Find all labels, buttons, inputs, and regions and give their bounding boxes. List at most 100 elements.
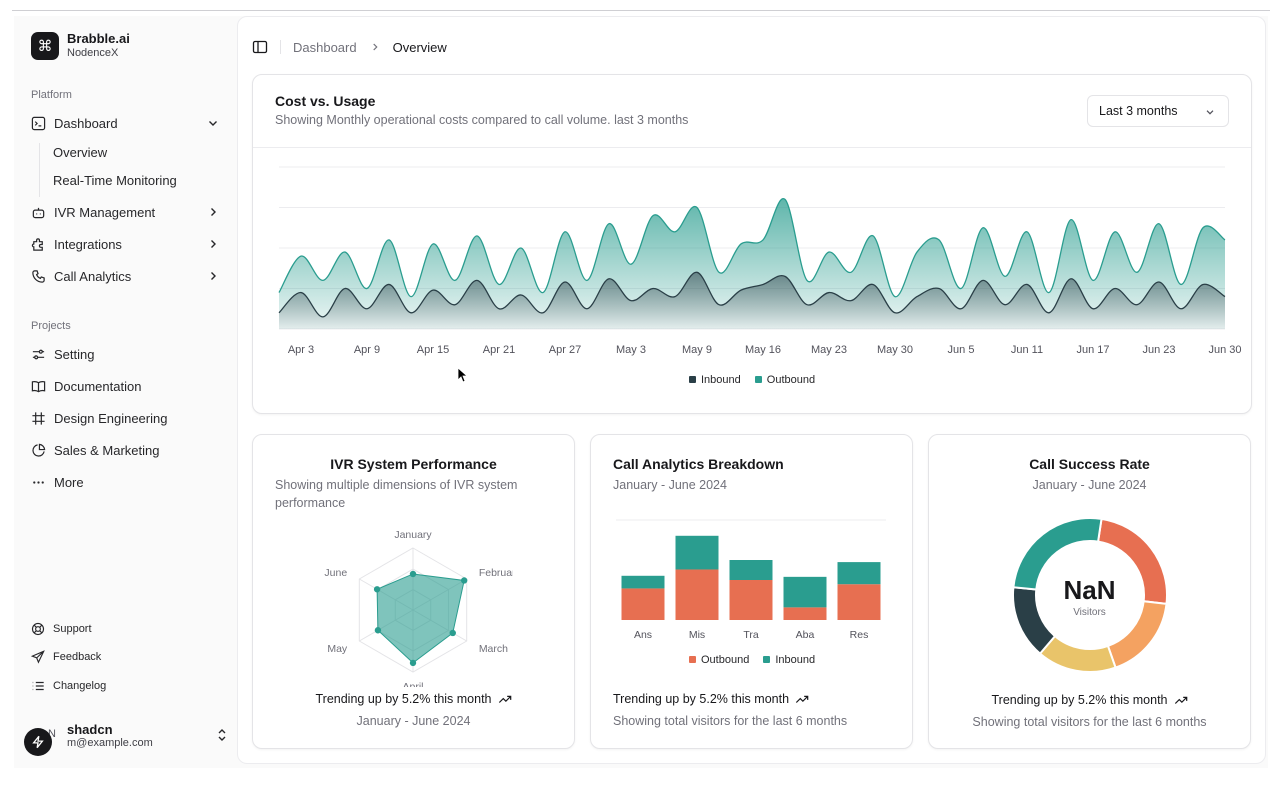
- chevron-right-icon: [211, 240, 216, 248]
- sidebar-item-ivr[interactable]: IVR Management: [26, 198, 226, 226]
- life-buoy-icon: [31, 622, 45, 636]
- command-icon: ⌘: [31, 31, 59, 60]
- bar-inbound: [783, 576, 827, 608]
- x-tick-label: Tra: [743, 629, 759, 641]
- area-legend: Inbound Outbound: [689, 374, 815, 386]
- user-name: shadcn: [67, 722, 113, 737]
- card-title: Cost vs. Usage: [275, 93, 376, 109]
- send-icon: [31, 650, 45, 664]
- radar-point: [374, 627, 382, 634]
- breadcrumb-current: Overview: [392, 39, 447, 55]
- phone-icon: [32, 269, 45, 283]
- sidebar-item-label: Call Analytics: [54, 268, 132, 284]
- brand-org: NodenceX: [67, 47, 119, 59]
- card-footer: January - June 2024: [356, 714, 471, 728]
- list-icon: [32, 681, 44, 691]
- chevron-down-icon: [1206, 110, 1214, 115]
- zap-icon: [32, 735, 44, 749]
- legend-inbound: Inbound: [689, 374, 741, 386]
- submenu-line: [39, 143, 40, 197]
- x-tick-label: Aba: [796, 629, 815, 641]
- x-tick-label: Jun 17: [1076, 344, 1109, 356]
- call-success-card: Call Success Rate January - June 2024 Na…: [928, 434, 1251, 749]
- sidebar-item-label: Integrations: [54, 236, 122, 252]
- breadcrumb-parent[interactable]: Dashboard: [293, 39, 357, 55]
- sidebar-item-feedback[interactable]: Feedback: [26, 645, 101, 669]
- sidebar-item-changelog[interactable]: Changelog: [26, 674, 106, 698]
- radar-point: [373, 586, 381, 593]
- radar-label: May: [327, 643, 348, 655]
- sidebar-item-label: Feedback: [53, 651, 102, 663]
- more-horizontal-icon: [33, 480, 44, 484]
- sidebar-item-call-analytics[interactable]: Call Analytics: [26, 262, 226, 290]
- sidebar-item-label: Changelog: [53, 680, 107, 692]
- app-frame: ⌘ Brabble.ai NodenceX Platform Dashboard…: [14, 16, 1268, 768]
- puzzle-icon: [31, 237, 43, 251]
- sidebar-item-setting[interactable]: Setting: [26, 340, 226, 368]
- sidebar-subitem-overview[interactable]: Overview: [53, 145, 108, 160]
- x-tick-label: May 23: [811, 344, 847, 356]
- ivr-performance-card: IVR System Performance Showing multiple …: [252, 434, 575, 749]
- quick-action-button[interactable]: [24, 728, 52, 756]
- card-title: Call Analytics Breakdown: [613, 456, 784, 472]
- series-line-outbound: [278, 198, 1226, 298]
- user-email: m@example.com: [67, 737, 153, 749]
- card-subtitle: January - June 2024: [613, 478, 727, 492]
- sidebar-item-design-engineering[interactable]: Design Engineering: [26, 404, 226, 432]
- sidebar-item-label: More: [54, 474, 84, 490]
- chevron-right-icon: [211, 272, 216, 280]
- sidebar-item-dashboard[interactable]: Dashboard: [26, 109, 226, 137]
- x-tick-label: May 30: [877, 344, 913, 356]
- card-footer: Showing total visitors for the last 6 mo…: [972, 715, 1207, 729]
- team-switcher[interactable]: ⌘ Brabble.ai NodenceX: [31, 31, 130, 60]
- area-chart: Apr 3 Apr 9 Apr 15 Apr 21 Apr 27 May 3 May 9 Ma…: [278, 166, 1242, 356]
- sidebar-toggle-icon[interactable]: [252, 39, 268, 55]
- card-divider: [253, 147, 1251, 148]
- bar-inbound: [621, 575, 665, 589]
- sidebar-item-more[interactable]: More: [26, 468, 226, 496]
- avatar-fallback: N: [48, 728, 56, 740]
- trend-label: Trending up by 5.2% this month: [991, 693, 1168, 707]
- bar-outbound: [621, 588, 665, 620]
- card-subtitle: January - June 2024: [1032, 478, 1147, 492]
- sidebar-item-label: Support: [53, 623, 92, 635]
- bot-icon: [32, 207, 45, 218]
- chevron-right-icon: [372, 43, 378, 51]
- radar-chart: January February March April May June: [324, 529, 513, 687]
- sidebar: ⌘ Brabble.ai NodenceX Platform Dashboard…: [14, 16, 236, 768]
- sidebar-item-integrations[interactable]: Integrations: [26, 230, 226, 258]
- sidebar-item-support[interactable]: Support: [26, 617, 92, 641]
- donut-slice: [1012, 517, 1103, 591]
- window-top-border: [12, 10, 1270, 11]
- trend-text: Trending up by 5.2% this month: [929, 693, 1250, 707]
- time-range-select[interactable]: Last 3 months: [1087, 95, 1229, 127]
- radar-label: March: [479, 643, 508, 655]
- sidebar-item-label: Setting: [54, 346, 95, 362]
- x-tick-label: Jun 30: [1208, 344, 1241, 356]
- sidebar-item-sales-marketing[interactable]: Sales & Marketing: [26, 436, 226, 464]
- pie-chart-icon: [32, 443, 46, 457]
- chevrons-up-down-icon: [218, 729, 226, 741]
- x-tick-label: Jun 5: [948, 344, 975, 356]
- x-tick-label: Jun 23: [1142, 344, 1175, 356]
- projects-group-label: Projects: [31, 320, 71, 332]
- header-separator: [280, 40, 281, 54]
- x-tick-label: Apr 9: [354, 344, 380, 356]
- stacked-bar-chart: Ans Mis Tra Aba Res: [616, 519, 886, 641]
- legend-inbound: Inbound: [763, 654, 815, 666]
- sidebar-item-label: Documentation: [54, 378, 142, 394]
- frame-icon: [32, 411, 45, 425]
- sidebar-item-documentation[interactable]: Documentation: [26, 372, 226, 400]
- legend-outbound: Outbound: [754, 374, 815, 386]
- card-footer: Showing total visitors for the last 6 mo…: [613, 714, 848, 728]
- card-title: Call Success Rate: [1029, 456, 1150, 472]
- x-tick-label: Apr 15: [417, 344, 449, 356]
- sidebar-subitem-realtime[interactable]: Real-Time Monitoring: [53, 173, 177, 188]
- user-menu[interactable]: N shadcn m@example.com: [24, 716, 226, 756]
- mouse-cursor-icon: [457, 367, 469, 383]
- donut-center-value: NaN: [1063, 575, 1116, 605]
- trending-up-icon: [498, 695, 511, 703]
- x-tick-label: Apr 27: [549, 344, 581, 356]
- radar-point: [460, 577, 468, 584]
- sidebar-item-label: Sales & Marketing: [54, 442, 160, 458]
